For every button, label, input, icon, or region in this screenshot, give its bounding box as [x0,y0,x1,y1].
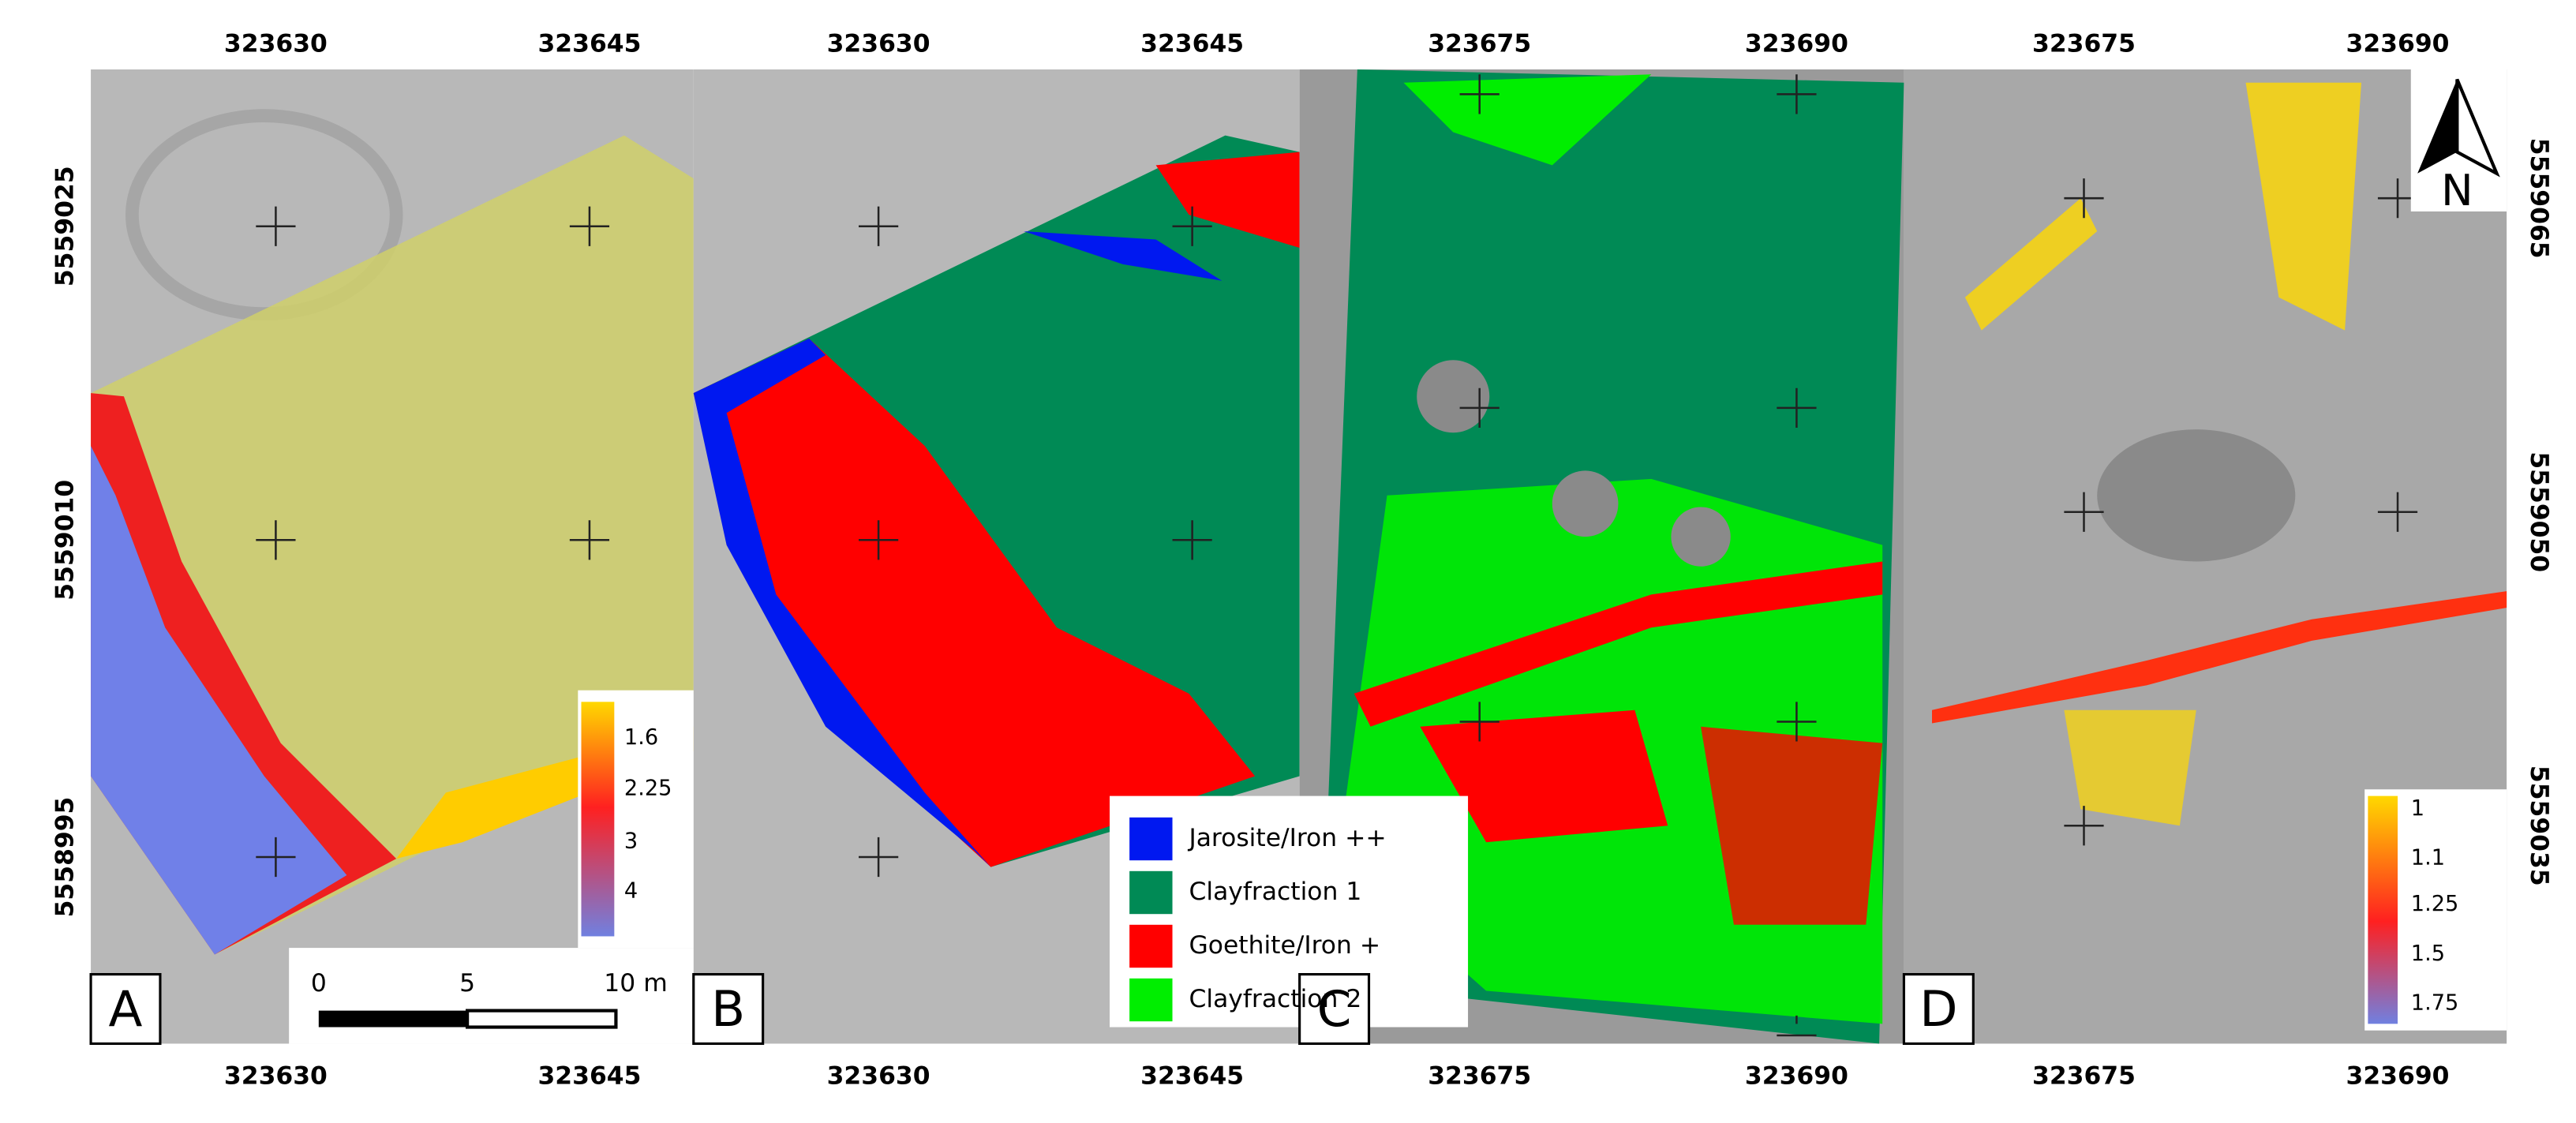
left-coord-label: 5558995 [51,797,80,918]
legend-swatch [1129,817,1173,861]
north-arrow: N [2410,69,2507,215]
bottom-coord-label: 323645 [1140,1061,1244,1090]
bottom-coord-label: 323630 [827,1061,930,1090]
colorbar-d-label: 1.1 [2411,846,2445,870]
panel-letter: D [1919,980,1957,1038]
bottom-coord-label: 323645 [537,1061,641,1090]
panel-letter-box [89,973,162,1046]
right-coord-label: 5559035 [2525,766,2553,886]
top-coord-label: 323675 [1428,30,1531,58]
colorbar-d-label: 1.5 [2411,941,2445,966]
scale-label: 0 [311,969,327,998]
bottom-coord-label: 323675 [1428,1061,1531,1090]
top-coord-label: 323675 [2032,30,2136,58]
top-coord-label: 323630 [827,30,930,58]
legend-label: Jarosite/Iron ++ [1187,824,1386,852]
scale-bar [289,948,694,1044]
bottom-coord-label: 323690 [2346,1061,2450,1090]
panel-letter-box [1298,973,1371,1046]
panel-letter: A [109,980,143,1038]
legend-swatch [1129,924,1173,968]
panel-b [693,69,1300,1044]
bottom-coord-label: 323630 [224,1061,328,1090]
panel-letter: B [711,980,745,1038]
colorbar-a-label: 4 [624,878,638,903]
left-coord-label: 5559025 [51,166,80,286]
top-coord-label: 323690 [2346,30,2450,58]
colorbar-d-label: 1.25 [2411,892,2459,916]
panel-letter-box [1902,973,1975,1046]
top-coord-label: 323645 [537,30,641,58]
bottom-coord-label: 323690 [1745,1061,1848,1090]
top-coord-label: 323690 [1745,30,1848,58]
right-coord-label: 5559065 [2525,138,2553,259]
colorbar-a-label: 3 [624,829,638,854]
north-label: N [2441,166,2473,215]
legend-label: Clayfraction 1 [1189,878,1361,906]
legend-label: Clayfraction 2 [1189,985,1361,1013]
scale-label: 5 [459,969,475,998]
labels: 323630 323645 323630 323645 A 323630 323645 323… [51,30,2553,1091]
legend-label: Goethite/Iron + [1189,931,1380,960]
panel-letter-box [692,973,765,1046]
top-coord-label: 323645 [1140,30,1244,58]
panel-letter: C [1317,980,1352,1038]
legend-swatch [1129,978,1173,1022]
scale-label: 10 m [604,969,667,998]
top-coord-label: 323630 [224,30,328,58]
colorbar-a-label: 2.25 [624,777,672,801]
colorbar-d-label: 1 [2411,796,2424,821]
bottom-coord-label: 323675 [2032,1061,2136,1090]
colorbar-a-label: 1.6 [624,725,658,750]
colorbar-a [578,690,694,949]
panel-a [91,69,694,1044]
legend-swatch [1129,870,1173,915]
crosshairs [256,74,2418,1037]
left-coord-label: 5559010 [51,480,80,601]
colorbar-d-label: 1.75 [2411,991,2459,1016]
right-coord-label: 5559050 [2525,451,2553,572]
colorbar-d [2364,789,2507,1031]
